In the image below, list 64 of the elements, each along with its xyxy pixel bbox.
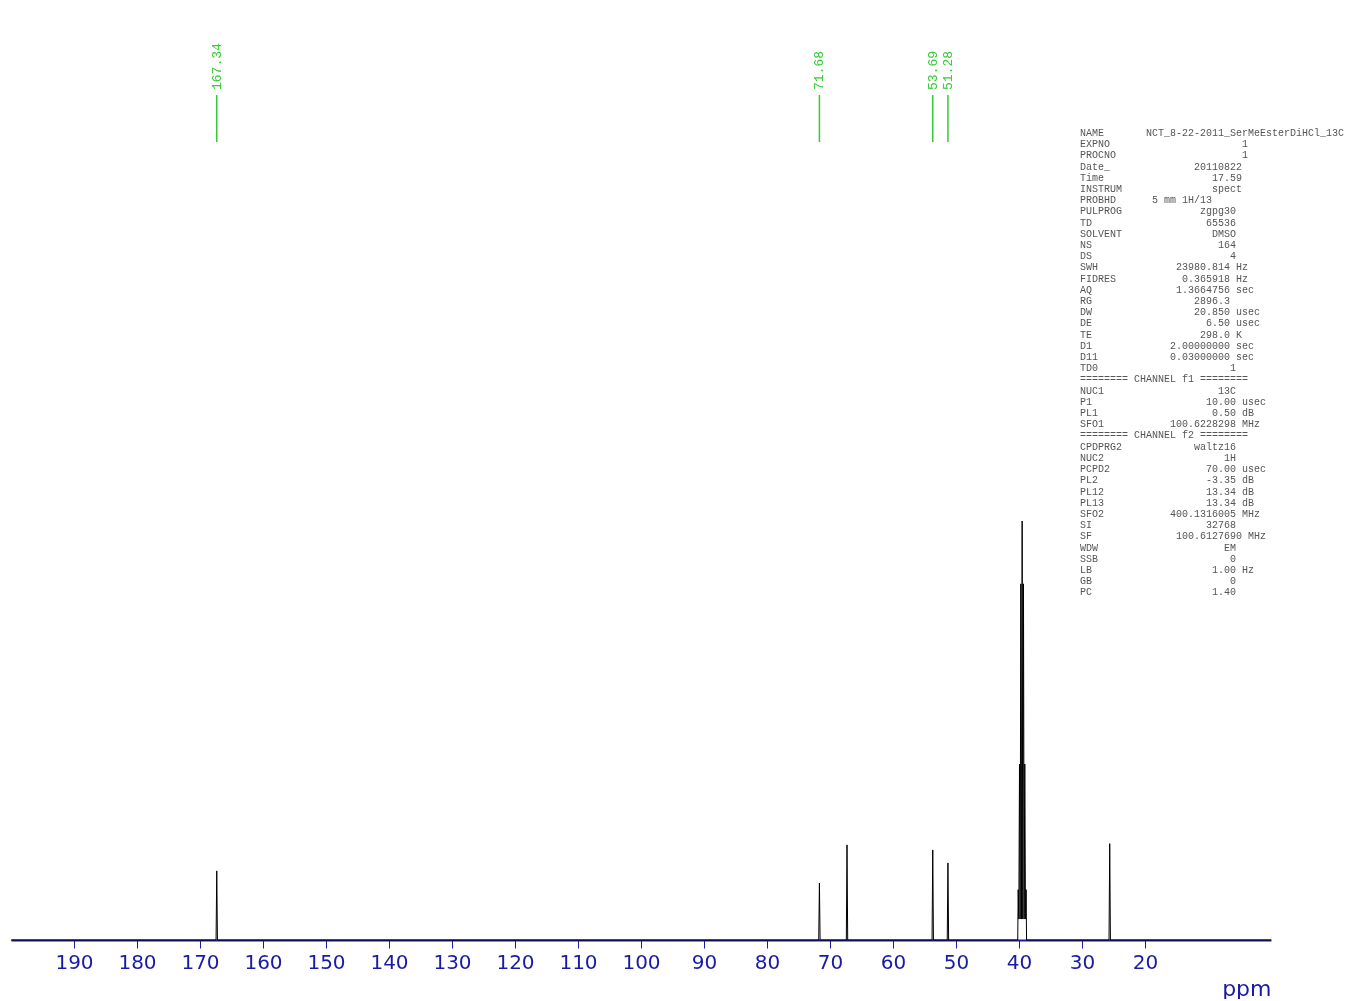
x-tick-label: 30: [1069, 949, 1096, 974]
text: Date_ 20110822: [1080, 161, 1243, 173]
text: PL12 13.34 dB: [1080, 486, 1255, 498]
text: PL2 -3.35 dB: [1080, 475, 1255, 487]
text: PCPD2 70.00 usec: [1080, 464, 1267, 476]
text: DW 20.850 usec: [1080, 307, 1261, 319]
x-tick-label: 20: [1132, 949, 1159, 974]
text: PL13 13.34 dB: [1080, 497, 1255, 509]
x-tick-label: 190: [55, 949, 94, 974]
annotation: LB 1.00 Hz: [1080, 564, 1255, 576]
text: D11 0.03000000 sec: [1080, 352, 1255, 364]
x-tick-label: 140: [370, 949, 409, 974]
text: RG 2896.3: [1080, 296, 1231, 308]
text: NAME NCT_8-22-2011_SerMeEsterDiHCl_13C: [1080, 128, 1345, 139]
text: ======== CHANNEL f2 ========: [1080, 430, 1249, 442]
annotation: 51.28: [940, 50, 956, 90]
x-tick-label: 160: [244, 949, 283, 974]
x-tick-label: 150: [307, 949, 346, 974]
x-tick-label: 130: [433, 949, 472, 974]
text: DE 6.50 usec: [1080, 318, 1261, 330]
x-tick-label: 180: [118, 949, 157, 974]
text: INSTRUM spect: [1080, 184, 1243, 195]
annotation: SI 32768: [1080, 520, 1237, 532]
x-tick-label: 120: [496, 949, 535, 974]
text: TE 298.0 K: [1080, 329, 1243, 341]
x-tick-label: 50: [943, 949, 970, 974]
text: PL1 0.50 dB: [1080, 408, 1255, 420]
text: TD0 1: [1080, 363, 1237, 375]
text: NUC1 13C: [1080, 385, 1237, 397]
text: PULPROG zgpg30: [1080, 206, 1237, 218]
text: D1 2.00000000 sec: [1080, 340, 1255, 352]
x-tick-label: 90: [691, 949, 718, 974]
text: SWH 23980.814 Hz: [1080, 262, 1249, 274]
x-tick-label: 170: [181, 949, 220, 974]
text: PROBHD 5 mm 1H/13: [1080, 195, 1213, 207]
annotation: WDW EM: [1080, 542, 1237, 554]
annotation: PC 1.40: [1080, 587, 1237, 599]
text: TD 65536: [1080, 217, 1237, 229]
text: SFO2 400.1316005 MHz: [1080, 508, 1261, 520]
text: EXPNO 1: [1080, 139, 1249, 151]
text: FIDRES 0.365918 Hz: [1080, 273, 1249, 285]
x-tick-label: 70: [817, 949, 844, 974]
annotation: 71.68: [812, 50, 828, 90]
text: PROCNO 1: [1080, 150, 1249, 162]
x-tick-label: 60: [880, 949, 907, 974]
annotation: SF 100.6127690 MHz: [1080, 531, 1267, 543]
annotation: GB 0: [1080, 576, 1237, 588]
text: CPDPRG2 waltz16: [1080, 441, 1237, 453]
x-tick-label: 110: [559, 949, 598, 974]
text: Time 17.59: [1080, 172, 1243, 184]
x-tick-label: 80: [754, 949, 781, 974]
x-tick-label: 40: [1006, 949, 1033, 974]
text: ======== CHANNEL f1 ========: [1080, 374, 1249, 386]
annotation: 53.69: [925, 50, 941, 90]
text: DS 4: [1080, 251, 1237, 263]
x-tick-label: 100: [622, 949, 661, 974]
text: NS 164: [1080, 240, 1237, 252]
text: SFO1 100.6228298 MHz: [1080, 419, 1261, 431]
text: P1 10.00 usec: [1080, 396, 1267, 408]
text: SOLVENT DMSO: [1080, 228, 1237, 240]
annotation: 167.34: [209, 42, 225, 90]
annotation: SSB 0: [1080, 553, 1237, 565]
text: AQ 1.3664756 sec: [1080, 284, 1255, 296]
text: NUC2 1H: [1080, 452, 1237, 464]
